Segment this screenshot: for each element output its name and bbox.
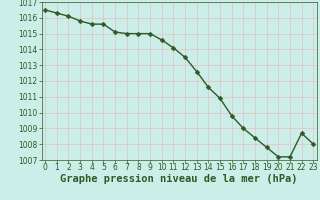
X-axis label: Graphe pression niveau de la mer (hPa): Graphe pression niveau de la mer (hPa) — [60, 174, 298, 184]
